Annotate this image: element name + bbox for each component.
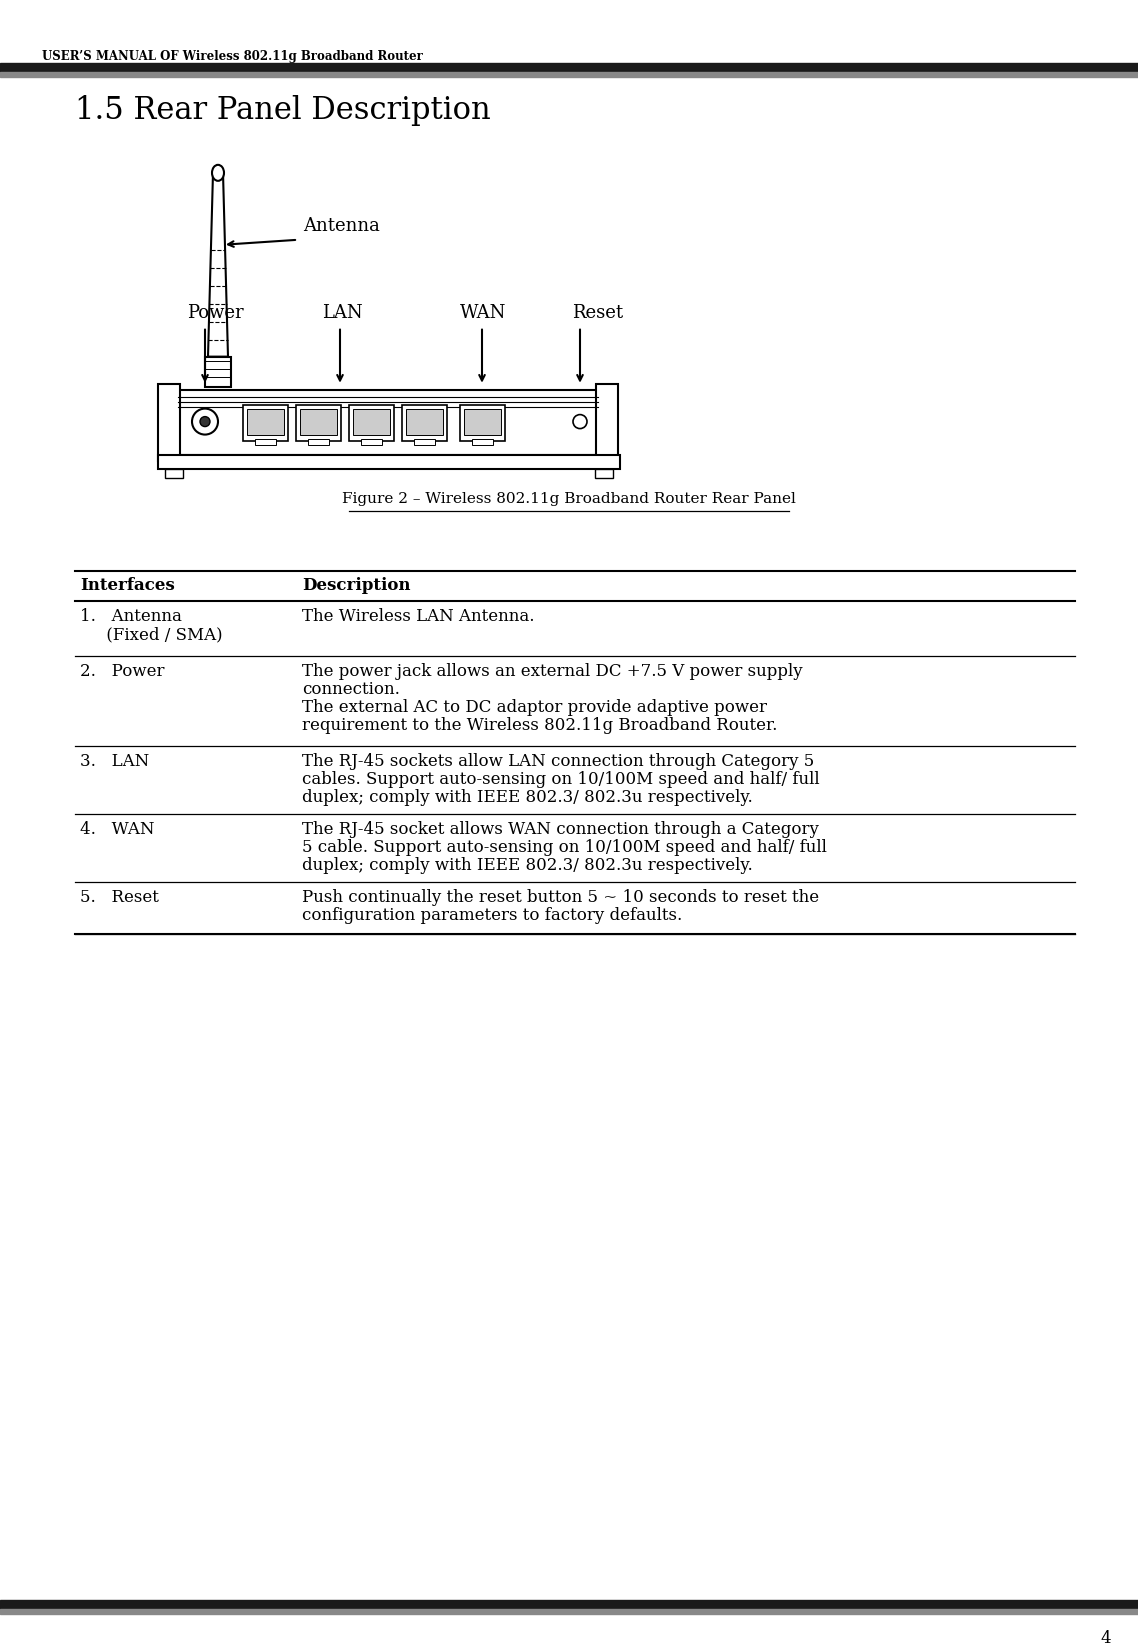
Ellipse shape: [212, 165, 224, 180]
Text: duplex; comply with IEEE 802.3/ 802.3u respectively.: duplex; comply with IEEE 802.3/ 802.3u r…: [302, 790, 752, 806]
Bar: [595, 469, 613, 477]
Text: 5 cable. Support auto-sensing on 10/100M speed and half/ full: 5 cable. Support auto-sensing on 10/100M…: [302, 839, 827, 856]
Circle shape: [574, 415, 587, 428]
Text: connection.: connection.: [302, 681, 399, 699]
Bar: [247, 408, 284, 434]
Text: 2.   Power: 2. Power: [80, 664, 165, 681]
Text: (Fixed / SMA): (Fixed / SMA): [80, 626, 223, 643]
Bar: [296, 405, 341, 441]
Text: Figure 2 – Wireless 802.11g Broadband Router Rear Panel: Figure 2 – Wireless 802.11g Broadband Ro…: [343, 492, 795, 506]
Bar: [0, 63, 1138, 73]
Bar: [464, 408, 501, 434]
Text: Power: Power: [187, 304, 244, 322]
Bar: [414, 438, 435, 444]
Bar: [165, 469, 183, 477]
Bar: [460, 405, 505, 441]
Bar: [308, 438, 329, 444]
Bar: [406, 408, 443, 434]
Bar: [402, 405, 447, 441]
Circle shape: [192, 408, 218, 434]
Text: 5.   Reset: 5. Reset: [80, 889, 159, 907]
Bar: [472, 438, 493, 444]
Text: duplex; comply with IEEE 802.3/ 802.3u respectively.: duplex; comply with IEEE 802.3/ 802.3u r…: [302, 857, 752, 874]
Text: USER’S MANUAL OF Wireless 802.11g Broadband Router: USER’S MANUAL OF Wireless 802.11g Broadb…: [42, 50, 423, 63]
Text: The external AC to DC adaptor provide adaptive power: The external AC to DC adaptor provide ad…: [302, 699, 767, 717]
Bar: [361, 438, 382, 444]
Bar: [178, 390, 597, 454]
Text: 4: 4: [1100, 1631, 1111, 1647]
Bar: [244, 405, 288, 441]
Bar: [158, 454, 620, 469]
Bar: [0, 73, 1138, 78]
Bar: [0, 1601, 1138, 1609]
Bar: [205, 357, 231, 387]
Bar: [255, 438, 277, 444]
Bar: [300, 408, 337, 434]
Text: LAN: LAN: [322, 304, 363, 322]
Bar: [596, 383, 618, 461]
Text: Interfaces: Interfaces: [80, 578, 175, 595]
Text: Antenna: Antenna: [303, 216, 380, 235]
Bar: [349, 405, 394, 441]
Text: Description: Description: [302, 578, 411, 595]
Text: WAN: WAN: [460, 304, 506, 322]
Text: Push continually the reset button 5 ~ 10 seconds to reset the: Push continually the reset button 5 ~ 10…: [302, 889, 819, 907]
Circle shape: [200, 416, 211, 426]
Text: Reset: Reset: [572, 304, 624, 322]
Text: The RJ-45 sockets allow LAN connection through Category 5: The RJ-45 sockets allow LAN connection t…: [302, 753, 815, 770]
Polygon shape: [208, 173, 228, 357]
Bar: [353, 408, 390, 434]
Text: The power jack allows an external DC +7.5 V power supply: The power jack allows an external DC +7.…: [302, 664, 802, 681]
Text: configuration parameters to factory defaults.: configuration parameters to factory defa…: [302, 907, 683, 923]
Text: 4.   WAN: 4. WAN: [80, 821, 155, 838]
Text: cables. Support auto-sensing on 10/100M speed and half/ full: cables. Support auto-sensing on 10/100M …: [302, 771, 819, 788]
Text: 1.5 Rear Panel Description: 1.5 Rear Panel Description: [75, 94, 490, 126]
Text: The Wireless LAN Antenna.: The Wireless LAN Antenna.: [302, 608, 535, 626]
Text: 3.   LAN: 3. LAN: [80, 753, 149, 770]
Text: The RJ-45 socket allows WAN connection through a Category: The RJ-45 socket allows WAN connection t…: [302, 821, 819, 838]
Bar: [158, 383, 180, 461]
Text: requirement to the Wireless 802.11g Broadband Router.: requirement to the Wireless 802.11g Broa…: [302, 717, 777, 733]
Bar: [0, 1609, 1138, 1614]
Text: 1.   Antenna: 1. Antenna: [80, 608, 182, 626]
